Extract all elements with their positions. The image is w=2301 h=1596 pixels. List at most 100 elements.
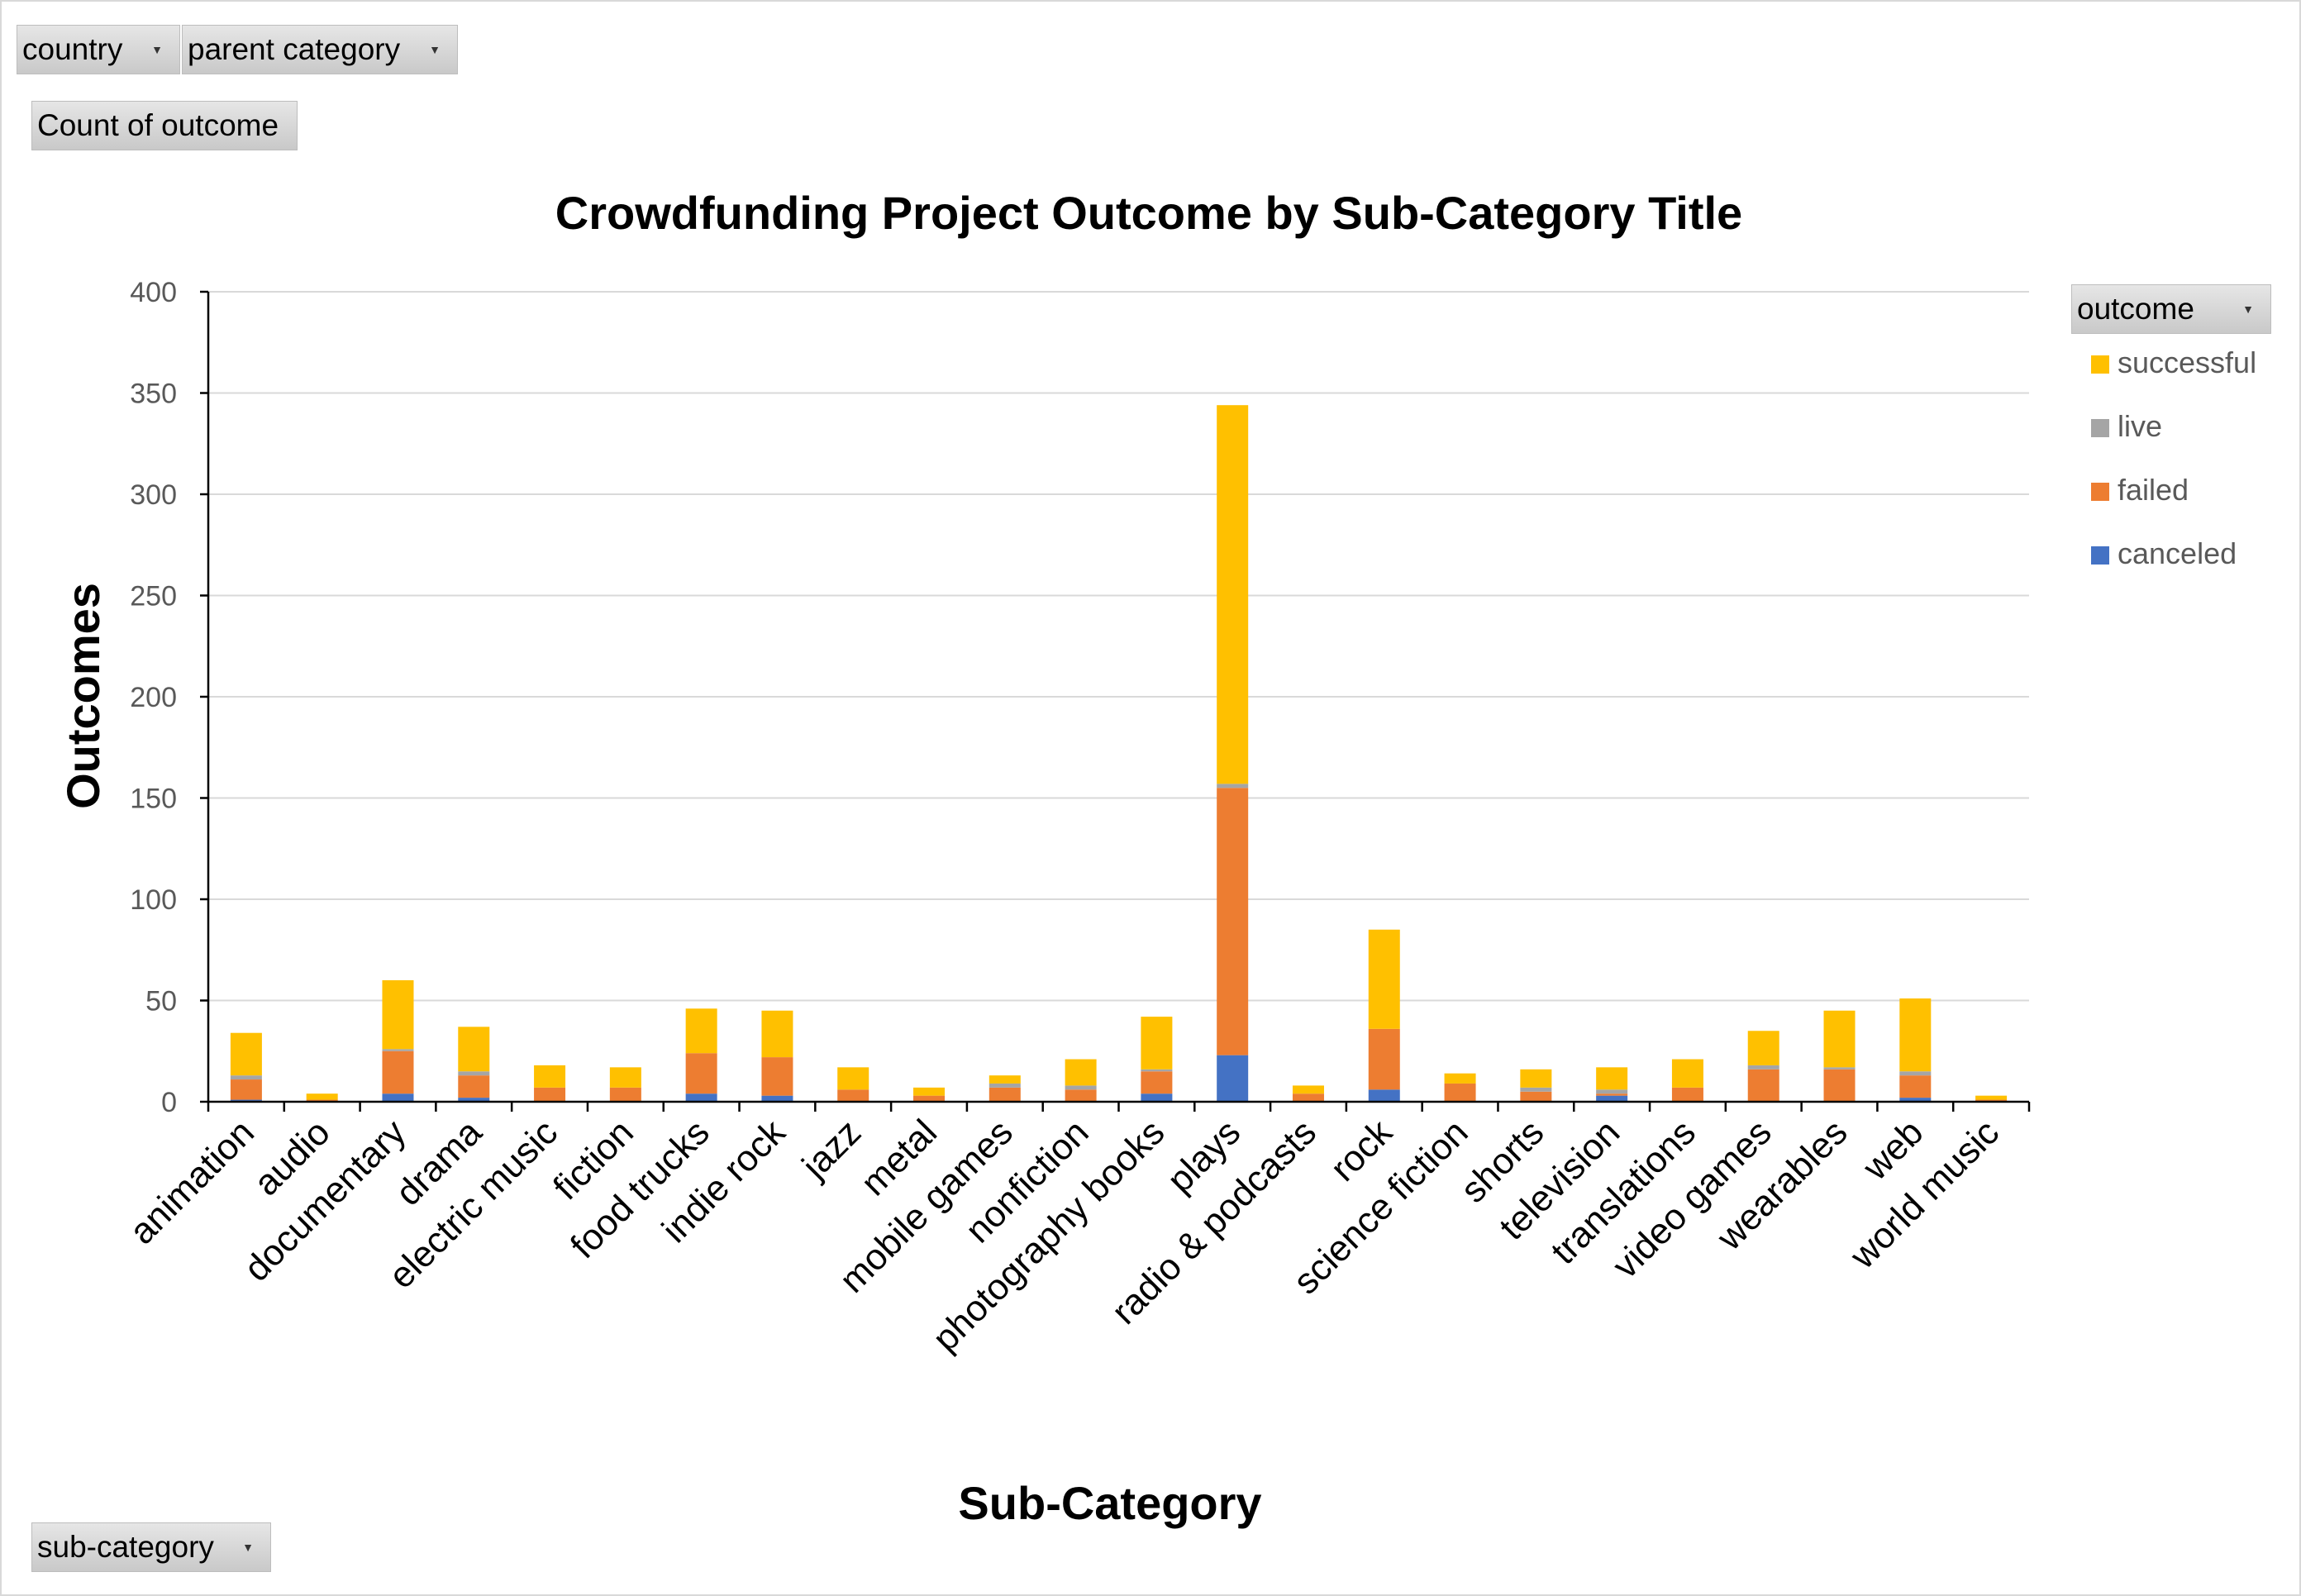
- bar-segment-failed: [230, 1079, 262, 1100]
- y-tick-labels: 0 50 100 150 200 250 300 350 400: [130, 277, 177, 1118]
- legend-label-failed: failed: [2118, 473, 2189, 507]
- legend-swatch-canceled: [2091, 546, 2109, 565]
- bar-segment-failed: [1217, 788, 1249, 1055]
- sub-category-axis-field-button[interactable]: sub-category ▼: [31, 1522, 271, 1572]
- bar-segment-live: [458, 1071, 490, 1076]
- bar-segment-canceled: [1899, 1098, 1932, 1102]
- y-tick-label: 150: [130, 784, 177, 815]
- bar-segment-failed: [1671, 1087, 1703, 1102]
- bar-segment-successful: [685, 1008, 717, 1054]
- sub-category-field-label: sub-category: [37, 1530, 214, 1564]
- chart-title: Crowdfunding Project Outcome by Sub-Cate…: [555, 187, 1742, 239]
- values-field-label: Count of outcome: [37, 108, 279, 142]
- bar-segment-failed: [609, 1087, 641, 1102]
- bar-segment-successful: [609, 1067, 641, 1088]
- bar-segment-successful: [1975, 1095, 2008, 1100]
- bar-segment-canceled: [761, 1095, 793, 1102]
- bars: [230, 405, 2008, 1102]
- bar-segment-canceled: [1368, 1089, 1400, 1102]
- bar-segment-live: [1823, 1067, 1856, 1070]
- bar-segment-successful: [761, 1010, 793, 1058]
- legend-swatch-live: [2091, 419, 2109, 437]
- bar-segment-canceled: [1217, 1055, 1249, 1102]
- bar-segment-live: [1217, 784, 1249, 788]
- outcome-field-label: outcome: [2077, 292, 2194, 326]
- bar-segment-successful: [382, 980, 414, 1050]
- bar-segment-failed: [913, 1095, 946, 1102]
- bar-segment-failed: [1596, 1093, 1628, 1096]
- values-field-button[interactable]: Count of outcome: [31, 101, 298, 150]
- bar-segment-canceled: [1596, 1095, 1628, 1102]
- bar-segment-failed: [989, 1087, 1021, 1102]
- country-filter-label: country: [22, 32, 123, 66]
- bar-segment-failed: [1065, 1089, 1097, 1102]
- bar-segment-failed: [1899, 1075, 1932, 1098]
- bar-segment-canceled: [458, 1098, 490, 1102]
- dropdown-arrow-icon: ▼: [2242, 303, 2254, 316]
- y-tick-label: 250: [130, 581, 177, 612]
- bar-segment-failed: [534, 1087, 566, 1102]
- legend: successful live failed canceled: [2091, 345, 2256, 570]
- bar-segment-successful: [1747, 1031, 1779, 1065]
- y-tick-label: 200: [130, 682, 177, 713]
- bar-segment-failed: [837, 1089, 869, 1102]
- bar-segment-successful: [913, 1087, 946, 1096]
- bar-segment-failed: [1444, 1083, 1476, 1102]
- parent-category-filter-button[interactable]: parent category ▼: [182, 25, 458, 74]
- bar-segment-successful: [1823, 1010, 1856, 1068]
- y-axis-title: Outcomes: [57, 583, 109, 809]
- bar-segment-successful: [1065, 1059, 1097, 1086]
- dropdown-arrow-icon: ▼: [151, 43, 163, 56]
- outcome-legend-field-button[interactable]: outcome ▼: [2071, 284, 2271, 334]
- bar-segment-canceled: [1141, 1093, 1173, 1102]
- country-filter-button[interactable]: country ▼: [17, 25, 180, 74]
- y-tick-label: 350: [130, 379, 177, 410]
- bar-segment-live: [1065, 1085, 1097, 1090]
- legend-label-live: live: [2118, 409, 2162, 443]
- bar-segment-successful: [837, 1067, 869, 1090]
- bar-segment-live: [1747, 1065, 1779, 1070]
- bar-segment-live: [1899, 1071, 1932, 1076]
- bar-segment-failed: [1520, 1091, 1552, 1102]
- bar-segment-live: [989, 1083, 1021, 1088]
- bar-segment-successful: [1444, 1073, 1476, 1084]
- axes: [200, 290, 2031, 1112]
- bar-segment-failed: [382, 1051, 414, 1094]
- x-axis-title: Sub-Category: [958, 1477, 1261, 1529]
- bar-segment-canceled: [685, 1093, 717, 1102]
- bar-segment-successful: [534, 1065, 566, 1088]
- bar-segment-live: [230, 1075, 262, 1080]
- bar-segment-successful: [458, 1027, 490, 1072]
- bar-segment-live: [1141, 1069, 1173, 1072]
- bar-segment-successful: [1671, 1059, 1703, 1088]
- bar-segment-successful: [1368, 929, 1400, 1029]
- bar-segment-failed: [1747, 1069, 1779, 1102]
- bar-segment-failed: [1368, 1028, 1400, 1090]
- bar-segment-failed: [1823, 1069, 1856, 1102]
- y-tick-label: 300: [130, 479, 177, 511]
- bar-segment-successful: [230, 1032, 262, 1076]
- bar-segment-failed: [458, 1075, 490, 1098]
- bar-segment-failed: [761, 1057, 793, 1096]
- x-tick-label: animation: [121, 1112, 262, 1252]
- bar-segment-successful: [1217, 405, 1249, 784]
- y-tick-label: 0: [161, 1087, 177, 1118]
- y-tick-label: 50: [145, 986, 177, 1017]
- parent-category-filter-label: parent category: [188, 32, 401, 66]
- bar-segment-successful: [1292, 1085, 1324, 1094]
- legend-label-canceled: canceled: [2118, 536, 2237, 570]
- gridlines: [208, 291, 2029, 1002]
- bar-segment-successful: [306, 1093, 338, 1100]
- y-tick-label: 400: [130, 277, 177, 308]
- bar-segment-successful: [1520, 1069, 1552, 1088]
- legend-swatch-successful: [2091, 355, 2109, 374]
- bar-segment-live: [1596, 1089, 1628, 1094]
- bar-segment-live: [1520, 1087, 1552, 1092]
- bar-segment-successful: [1141, 1017, 1173, 1070]
- dropdown-arrow-icon: ▼: [242, 1541, 254, 1554]
- bar-segment-successful: [1596, 1067, 1628, 1090]
- bar-segment-failed: [1292, 1093, 1324, 1102]
- legend-swatch-failed: [2091, 483, 2109, 501]
